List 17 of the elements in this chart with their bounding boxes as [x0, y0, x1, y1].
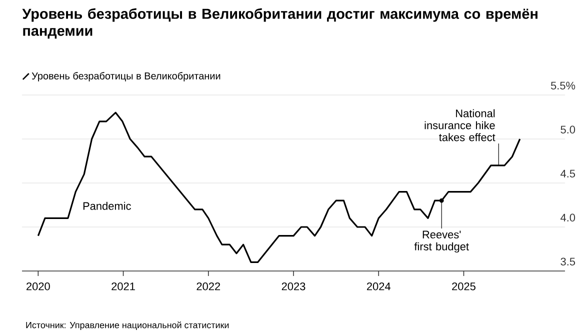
- y-tick-label: 3.5: [560, 258, 576, 266]
- annotation: National insurance hike takes effect: [424, 109, 496, 142]
- y-tick-label: 5.5%: [550, 82, 576, 90]
- legend-label: Уровень безработицы в Великобритании: [32, 72, 220, 82]
- chart-title: Уровень безработицы в Великобритании достиг максимума со времён пандемии: [22, 8, 538, 39]
- x-tick-label: 2023: [282, 282, 306, 290]
- text: Источник: Управление национальной статистики: [26, 322, 229, 330]
- y-tick-label: 4.0: [560, 214, 576, 222]
- annotation: Reeves' first budget: [414, 230, 469, 253]
- x-tick-label: 2025: [452, 282, 476, 290]
- annotation: Pandemic: [83, 202, 131, 210]
- y-tick-label: 4.5: [560, 170, 576, 178]
- x-tick-label: 2020: [26, 282, 50, 290]
- x-tick-label: 2024: [366, 282, 390, 290]
- y-tick-label: 5.0: [560, 126, 576, 134]
- x-tick-label: 2022: [196, 282, 220, 290]
- x-tick-label: 2021: [112, 282, 135, 290]
